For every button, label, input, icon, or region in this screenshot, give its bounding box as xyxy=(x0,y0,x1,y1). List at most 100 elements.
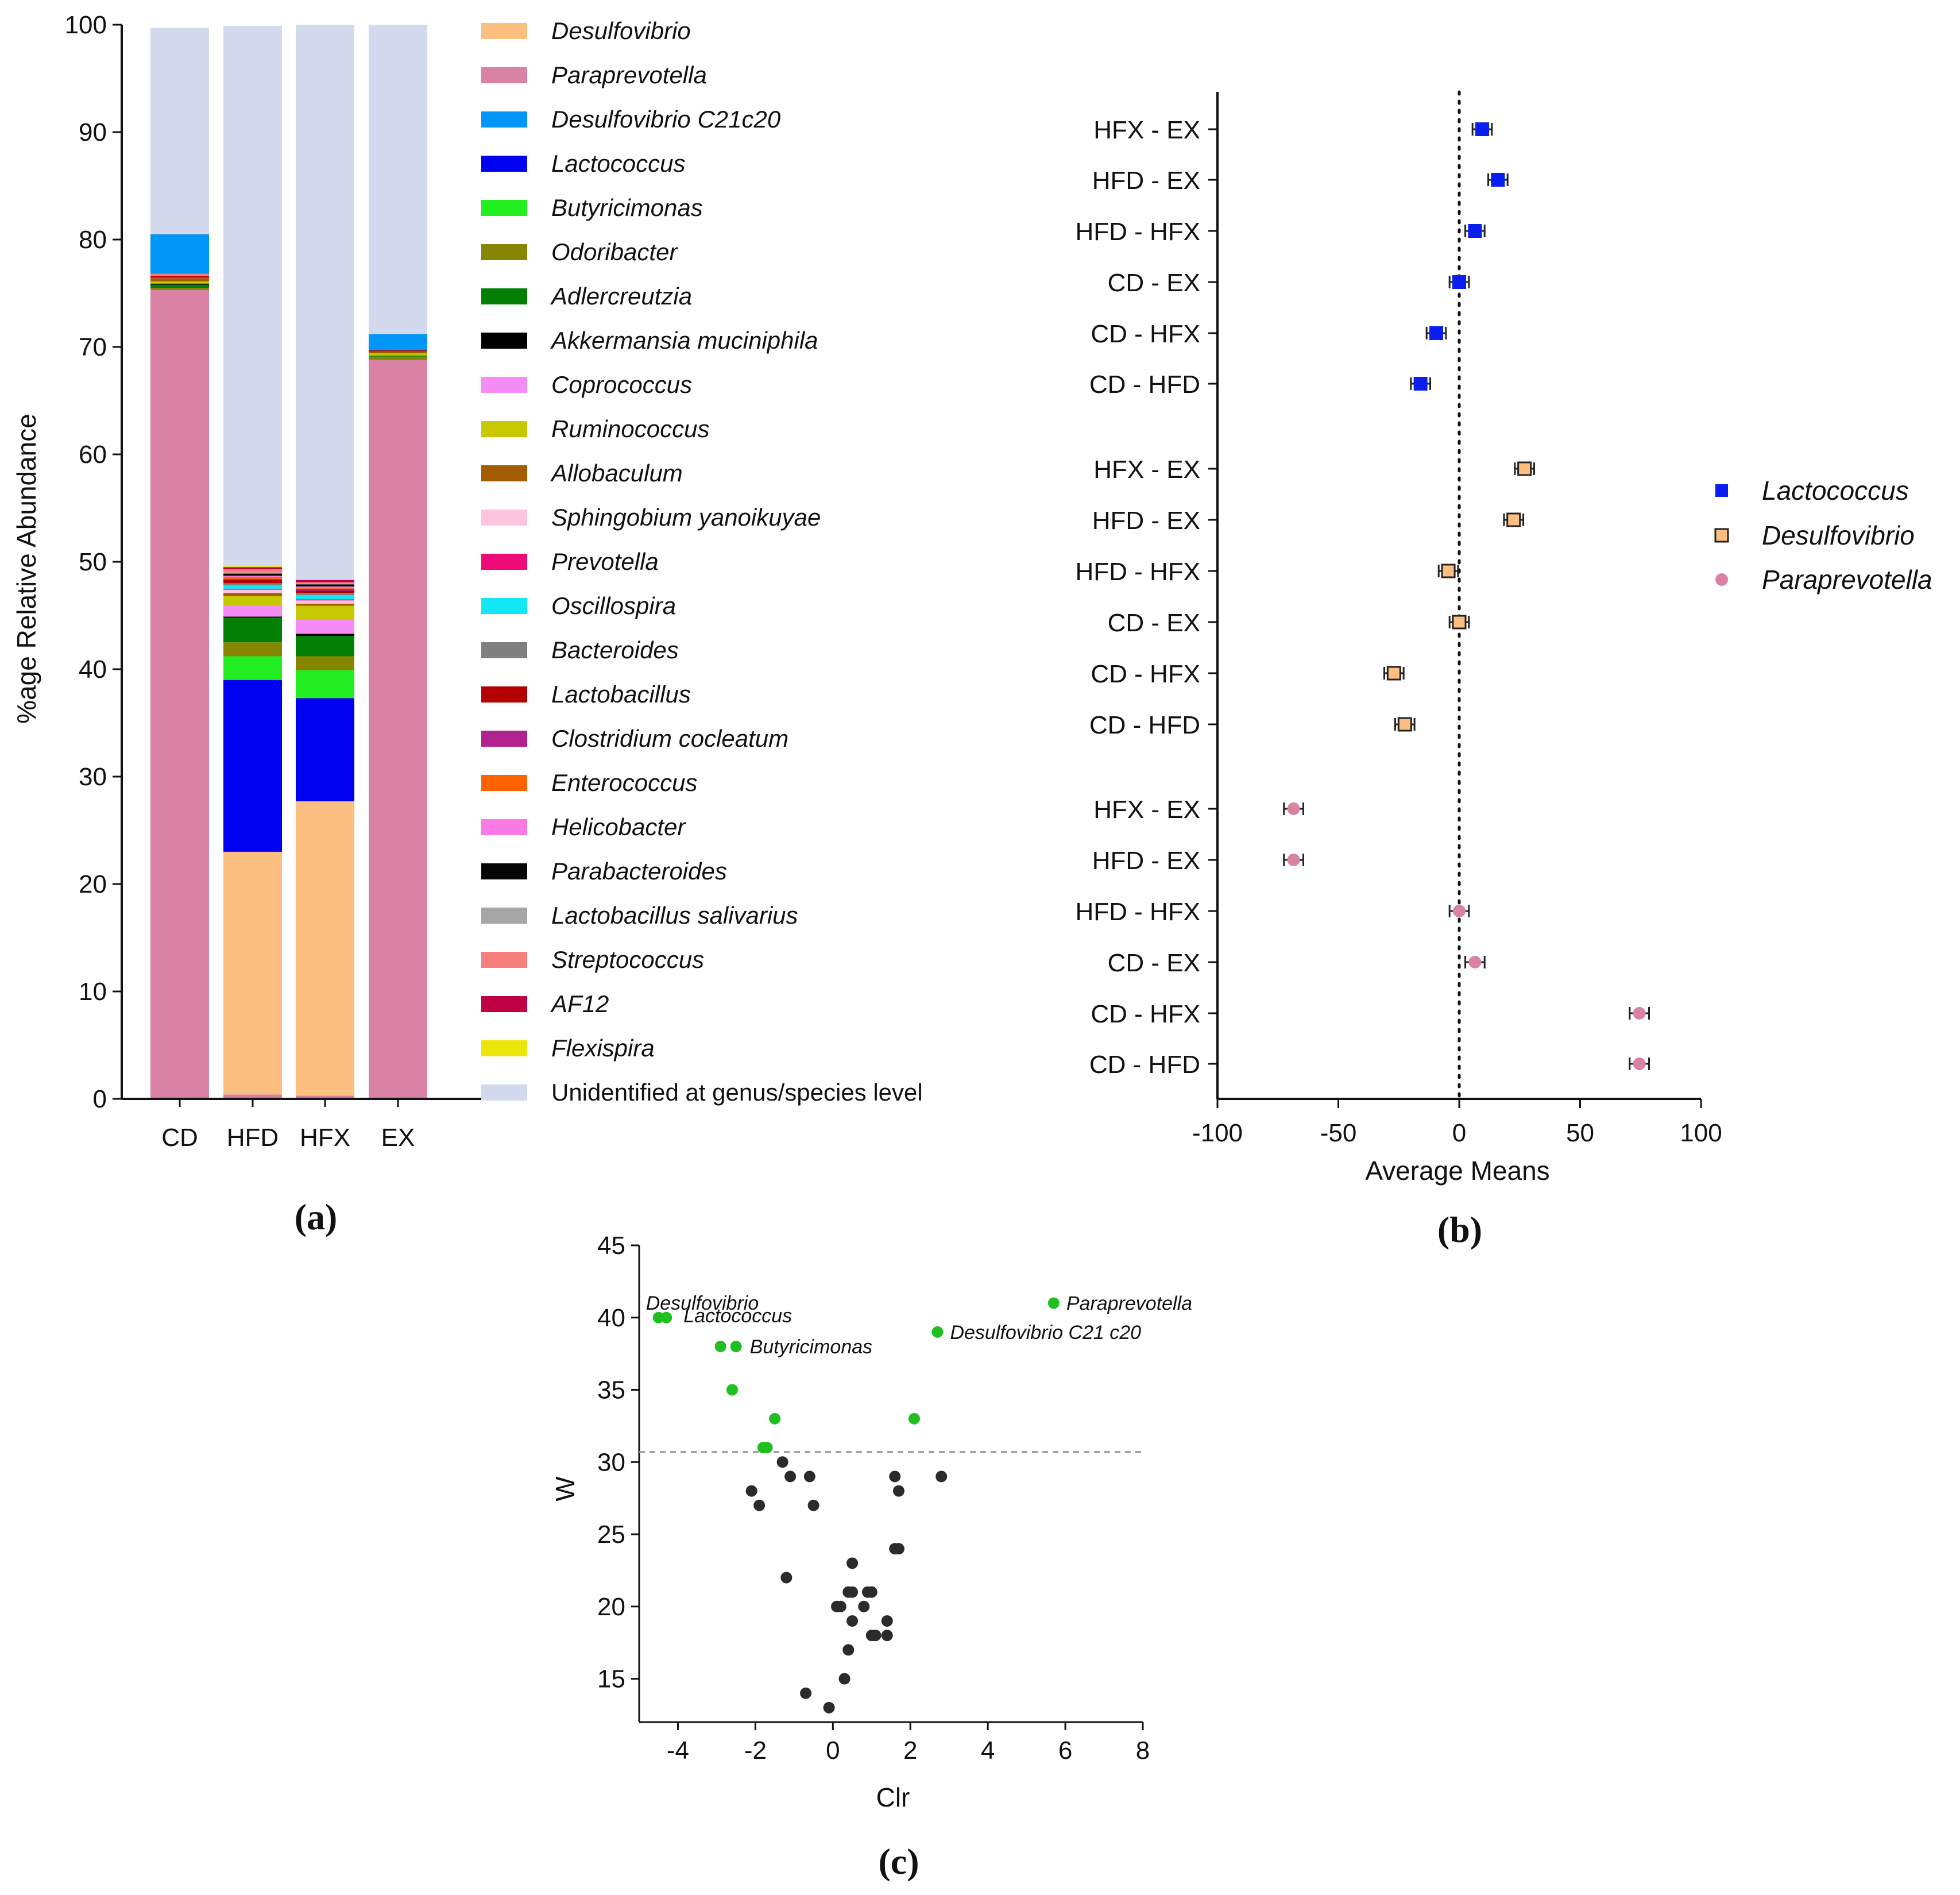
c-point-non-significant xyxy=(858,1600,870,1612)
a-bar-hfd-butyricimonas xyxy=(223,656,282,680)
a-axes: CD HFD HFX EX 0 10 20 30 40 50 60 70 80 90 100 xyxy=(65,11,494,1152)
a-legend-swatch-lactococcus xyxy=(481,156,527,172)
a-legend-label-flexispira: Flexispira xyxy=(551,1035,655,1062)
c-point-significant xyxy=(660,1311,672,1323)
a-bar-hfd-streptococcus xyxy=(223,569,282,573)
b-legend: Lactococcus Desulfovibrio Paraprevotella xyxy=(1714,476,1932,595)
c-point-non-significant xyxy=(834,1600,846,1612)
a-legend-swatch-odoribacter xyxy=(481,244,527,260)
a-legend-swatch-helicobacter xyxy=(481,819,527,835)
a-bar-hfd-akkermansia-muciniphila xyxy=(223,616,282,618)
a-y-tick-label: 30 xyxy=(79,763,107,791)
a-bar-hfx-bacteroides xyxy=(296,593,354,595)
a-bar-hfd-prevotella xyxy=(223,588,282,590)
a-bar-ex-odoribacter xyxy=(369,356,427,360)
a-bar-hfx-lactococcus xyxy=(296,698,354,802)
a-bar-ex-ruminococcus xyxy=(369,353,427,356)
a-legend-swatch-desulfovibrio-c21c20 xyxy=(481,111,527,128)
a-bar-hfx-parabacteroides xyxy=(296,584,354,587)
c-point-non-significant xyxy=(935,1471,948,1483)
a-bar-cd-lactobacillus xyxy=(150,276,209,277)
a-bar-hfd-lactobacillus xyxy=(223,580,282,584)
b-row-label-cd-hfd: CD - HFD xyxy=(1089,1051,1200,1079)
b-row-label-hfd-hfx: HFD - HFX xyxy=(1075,558,1200,586)
b-panel-label: (b) xyxy=(1437,1209,1482,1250)
a-bar-hfx-clostridium-cocleatum xyxy=(296,588,354,591)
a-bar-hfx-streptococcus xyxy=(296,582,354,584)
a-legend: Desulfovibrio Paraprevotella Desulfovibrio… xyxy=(481,17,923,1106)
a-y-tick-label: 0 xyxy=(93,1085,107,1113)
a-legend-swatch-flexispira xyxy=(481,1040,527,1056)
c-x-tick-label: 6 xyxy=(1058,1736,1072,1765)
a-bars xyxy=(150,25,427,1099)
a-bar-hfx-akkermansia-muciniphila xyxy=(296,634,354,636)
a-legend-swatch-desulfovibrio xyxy=(481,23,527,39)
b-point-desulfovibrio-hfd-hfx xyxy=(1441,564,1456,578)
c-axes: -4 -2 0 2 4 6 8 15 20 25 30 35 40 45 xyxy=(597,1232,1150,1765)
b-x-tick-label: -100 xyxy=(1192,1119,1243,1147)
a-bar-hfd-clostridium-cocleatum xyxy=(223,578,282,580)
c-y-axis-label: W xyxy=(550,1476,580,1502)
a-bar-hfx-coprococcus xyxy=(296,619,354,634)
a-legend-swatch-clostridium-cocleatum xyxy=(481,731,527,747)
a-bar-cd-allobaculum xyxy=(150,278,209,281)
c-annotation-lactococcus: Lactococcus xyxy=(683,1305,792,1327)
a-legend-swatch-coprococcus xyxy=(481,377,527,393)
a-panel-label: (a) xyxy=(295,1197,338,1237)
a-bar-cd-prevotella xyxy=(150,277,209,279)
a-bar-hfx-sphingobium-yanoikuyae xyxy=(296,600,354,604)
a-y-tick-label: 100 xyxy=(65,11,107,39)
a-legend-label-akkermansia-muciniphila: Akkermansia muciniphila xyxy=(550,327,818,354)
a-x-tick-hfx: HFX xyxy=(300,1124,350,1152)
c-y-tick-label: 25 xyxy=(597,1520,625,1549)
c-point-non-significant xyxy=(846,1557,859,1569)
c-x-tick-label: 4 xyxy=(981,1736,995,1765)
c-point-non-significant xyxy=(800,1687,812,1699)
a-legend-label-parabacteroides: Parabacteroides xyxy=(551,858,727,885)
a-bar-hfx-enterococcus xyxy=(296,587,354,589)
c-point-non-significant xyxy=(807,1499,819,1511)
a-legend-label-bacteroides: Bacteroides xyxy=(551,636,679,663)
a-bar-hfx-af12 xyxy=(296,580,354,582)
a-bar-hfx-flexispira xyxy=(296,578,354,580)
b-row-label-hfd-ex: HFD - EX xyxy=(1092,167,1200,195)
b-x-tick-label: 100 xyxy=(1680,1119,1722,1147)
b-legend-label-desulfovibrio: Desulfovibrio xyxy=(1762,520,1915,550)
b-legend-label-lactococcus: Lactococcus xyxy=(1762,476,1909,505)
a-legend-swatch-paraprevotella xyxy=(481,67,527,83)
a-bar-hfx-ruminococcus xyxy=(296,605,354,620)
a-bar-hfd-coprococcus xyxy=(223,605,282,617)
a-legend-swatch-unidentified-at-genus-species-level xyxy=(481,1084,527,1101)
a-bar-hfx-paraprevotella xyxy=(296,1095,354,1099)
a-bar-ex-desulfovibrio-c21c20 xyxy=(369,334,427,350)
b-row-label-hfd-hfx: HFD - HFX xyxy=(1075,218,1200,246)
c-point-non-significant xyxy=(869,1630,882,1642)
c-y-tick-label: 45 xyxy=(597,1232,625,1260)
c-point-significant xyxy=(931,1326,944,1338)
a-bar-hfx-prevotella xyxy=(296,599,354,601)
a-y-tick-label: 40 xyxy=(79,655,107,684)
c-x-axis-label: Clr xyxy=(876,1782,910,1812)
a-bar-hfd-adlercreutzia xyxy=(223,617,282,643)
a-legend-label-coprococcus: Coprococcus xyxy=(551,371,692,398)
c-y-tick-label: 35 xyxy=(597,1376,625,1404)
c-annotation-desulfovibrio: Desulfovibrio xyxy=(646,1292,759,1314)
a-legend-swatch-akkermansia-muciniphila xyxy=(481,333,527,349)
b-row-label-hfd-ex: HFD - EX xyxy=(1092,847,1200,875)
a-bar-cd-ruminococcus xyxy=(150,281,209,284)
a-legend-label-ruminococcus: Ruminococcus xyxy=(551,415,709,442)
b-legend-label-paraprevotella: Paraprevotella xyxy=(1762,565,1932,595)
b-row-label-cd-hfd: CD - HFD xyxy=(1089,370,1200,399)
a-legend-swatch-bacteroides xyxy=(481,642,527,658)
b-row-label-hfx-ex: HFX - EX xyxy=(1093,796,1200,824)
a-bar-cd-odoribacter xyxy=(150,288,209,290)
a-legend-label-oscillospira: Oscillospira xyxy=(551,592,676,619)
b-point-desulfovibrio-cd-hfd xyxy=(1397,717,1412,732)
a-legend-swatch-af12 xyxy=(481,996,527,1012)
c-point-non-significant xyxy=(745,1485,757,1497)
a-bar-ex-paraprevotella xyxy=(369,360,427,1099)
a-legend-swatch-lactobacillus-salivarius xyxy=(481,908,527,924)
